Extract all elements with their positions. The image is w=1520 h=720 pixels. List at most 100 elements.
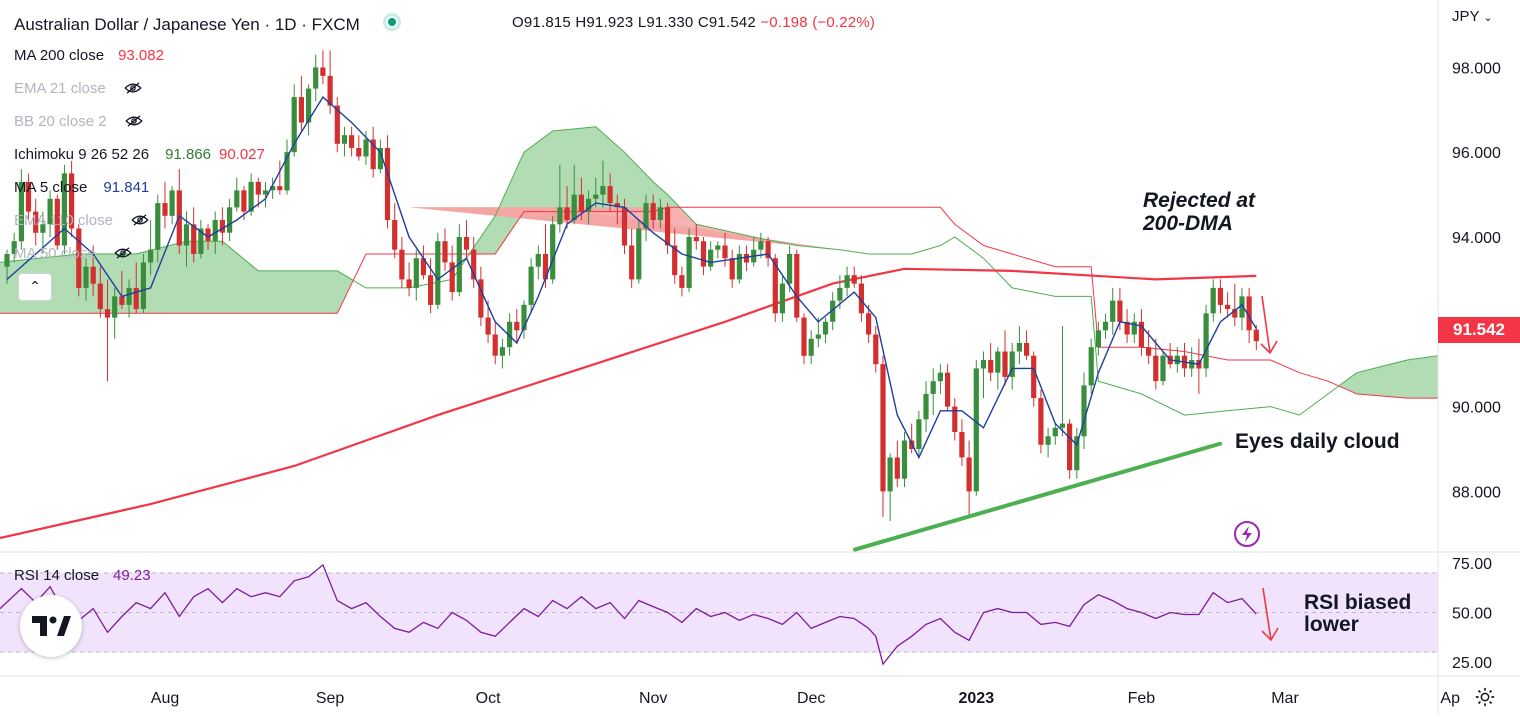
- currency-label[interactable]: JPY: [1452, 8, 1480, 25]
- candle-body: [1146, 347, 1152, 356]
- candle-body: [54, 198, 60, 246]
- candle: [901, 432, 908, 488]
- candle: [830, 292, 836, 331]
- annotation-rejected-line2: 200-DMA: [1143, 212, 1233, 235]
- candle-body: [1031, 355, 1037, 399]
- hidden-eye-icon[interactable]: [124, 82, 142, 94]
- candle: [1124, 309, 1130, 343]
- candle: [1045, 427, 1051, 458]
- legend-ma5[interactable]: MA 5 close 91.841: [14, 179, 149, 196]
- price-tick-label: 98.000: [1452, 60, 1501, 77]
- candle: [923, 381, 929, 433]
- candle-body: [449, 262, 455, 293]
- symbol-name[interactable]: Australian Dollar / Japanese Yen · 1D · …: [14, 15, 360, 34]
- market-status-dot: [382, 13, 401, 31]
- candle-body: [858, 283, 864, 314]
- candle-body: [140, 262, 146, 309]
- candle: [306, 84, 312, 136]
- candle-body: [937, 372, 943, 382]
- candle-body: [614, 203, 620, 208]
- candle-body: [1067, 423, 1073, 471]
- hidden-eye-icon[interactable]: [125, 115, 143, 127]
- candle-body: [399, 249, 405, 280]
- candle-body: [1038, 398, 1044, 445]
- ohlc-low: L91.330: [637, 14, 694, 31]
- candle-body: [1088, 347, 1094, 386]
- legend-ma200[interactable]: MA 200 close 93.082: [14, 47, 164, 64]
- candle: [499, 338, 505, 369]
- hidden-eye-icon[interactable]: [131, 214, 149, 226]
- cloud-bear-area: [409, 207, 840, 250]
- candle: [930, 368, 936, 416]
- candle-body: [1002, 351, 1008, 377]
- candle-body: [722, 245, 728, 259]
- hidden-eye-icon[interactable]: [114, 247, 132, 259]
- candle-body: [1009, 351, 1015, 377]
- candle-body: [428, 275, 434, 305]
- candle: [1074, 427, 1080, 479]
- candle-body: [212, 220, 218, 242]
- legend-ichimoku[interactable]: Ichimoku 9 26 52 26 91.866 90.027: [14, 146, 265, 163]
- legend-ema110[interactable]: EMA 110 close: [14, 212, 149, 229]
- candle-body: [241, 190, 247, 212]
- candle-body: [593, 194, 599, 199]
- candle: [966, 440, 972, 517]
- candle-body: [18, 181, 24, 242]
- ohlc-high: H91.923: [575, 14, 634, 31]
- candle-body: [607, 186, 613, 204]
- candle: [1081, 372, 1087, 449]
- candle-body: [657, 207, 663, 220]
- candle: [255, 177, 261, 208]
- candle-body: [1074, 436, 1080, 471]
- legend-bb[interactable]: BB 20 close 2: [14, 113, 143, 130]
- collapse-legend-button[interactable]: ⌃: [18, 273, 52, 301]
- candle: [176, 169, 182, 254]
- tradingview-logo-icon: [32, 616, 71, 636]
- candle-body: [169, 190, 175, 216]
- annotation-rsi: RSI biased lower: [1304, 592, 1411, 636]
- candle-body: [205, 228, 211, 242]
- candle-body: [550, 224, 556, 280]
- candle-body: [844, 275, 850, 288]
- candle-body: [33, 211, 39, 233]
- candle: [557, 164, 563, 233]
- candle-body: [320, 67, 326, 76]
- candle-body: [708, 249, 714, 267]
- candle-body: [1059, 423, 1066, 428]
- candle-body: [621, 207, 628, 246]
- candle-body: [1225, 304, 1231, 309]
- candle-body: [1024, 343, 1030, 356]
- symbol-title[interactable]: Australian Dollar / Japanese Yen · 1D · …: [14, 12, 401, 35]
- legend-ma50[interactable]: MA 50 close: [14, 245, 132, 262]
- candle: [643, 194, 649, 242]
- candle: [507, 313, 513, 356]
- candle-body: [255, 181, 261, 195]
- candle-body: [952, 406, 958, 432]
- candle-body: [837, 287, 843, 301]
- candle: [787, 245, 793, 293]
- legend-bb-label: BB 20 close 2: [14, 113, 107, 130]
- legend-ema21[interactable]: EMA 21 close: [14, 80, 142, 97]
- flash-icon[interactable]: [1233, 520, 1261, 548]
- candle: [435, 232, 441, 310]
- candle-body: [191, 224, 197, 254]
- candle: [449, 245, 455, 301]
- candle: [191, 207, 197, 263]
- candle: [413, 249, 419, 301]
- candle-body: [377, 148, 383, 170]
- chevron-up-icon: ⌃: [29, 278, 41, 294]
- tradingview-logo[interactable]: [20, 595, 82, 657]
- candle: [894, 440, 900, 488]
- candle: [1088, 338, 1094, 394]
- legend-rsi[interactable]: RSI 14 close 49.23: [14, 567, 151, 584]
- candle-body: [973, 368, 979, 492]
- currency-selector[interactable]: JPY ⌄: [1452, 8, 1493, 25]
- ma5-line: [6, 96, 1257, 460]
- candle-body: [988, 360, 994, 373]
- candle: [657, 198, 663, 229]
- candle: [945, 364, 951, 411]
- candle: [140, 253, 146, 314]
- settings-gear-icon[interactable]: [1474, 686, 1496, 708]
